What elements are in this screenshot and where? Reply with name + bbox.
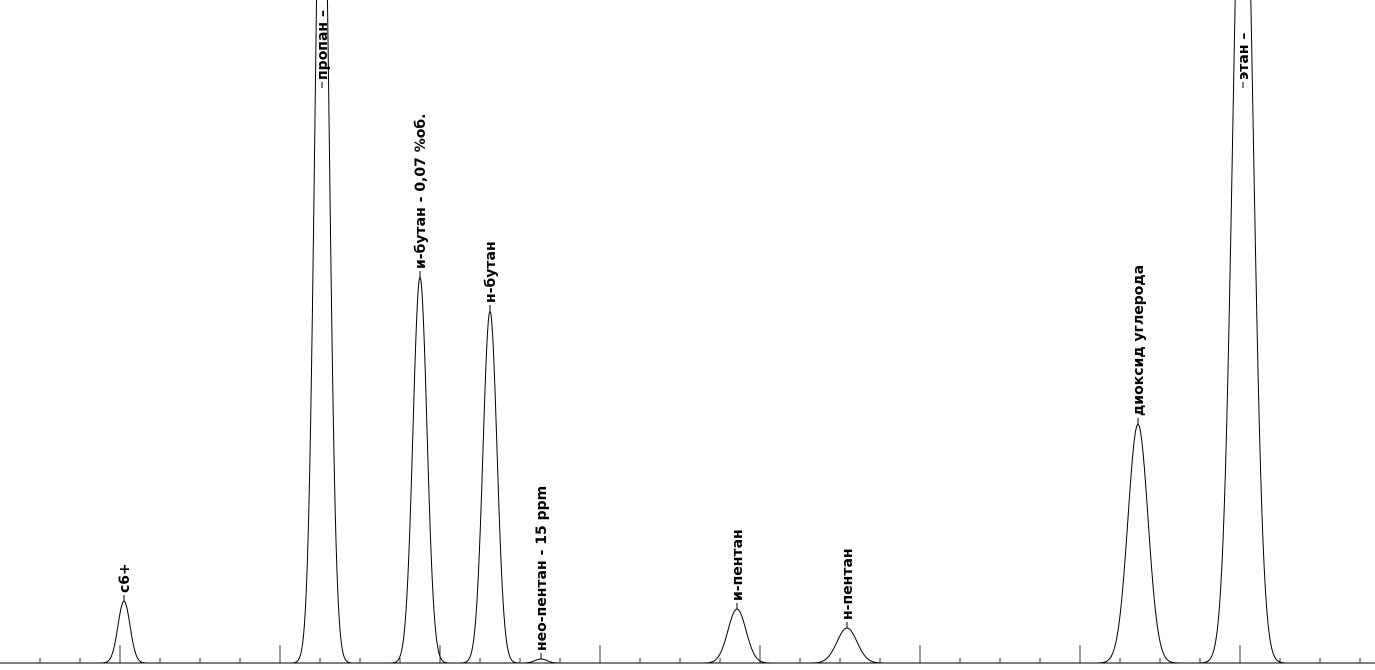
peak-label: с6+ — [117, 563, 133, 593]
peak-label: пропан – — [315, 10, 331, 80]
peak — [692, 608, 782, 664]
peak-label: диоксид углерода — [1131, 265, 1147, 416]
peak-label: н-бутан — [483, 241, 499, 303]
peak — [455, 309, 525, 664]
peak — [1088, 423, 1188, 664]
peak-label: и-бутан - 0,07 %об. — [413, 114, 429, 269]
peak — [94, 600, 154, 664]
peak — [286, 0, 358, 664]
peak — [1192, 0, 1294, 664]
peak-label: н-пентан — [840, 548, 856, 620]
peak — [797, 627, 897, 664]
peak-label: нео-пентан - 15 ppm — [534, 486, 550, 651]
peak-label: этан – — [1236, 33, 1252, 80]
peak-label: и-пентан — [730, 529, 746, 601]
peak — [385, 275, 455, 664]
